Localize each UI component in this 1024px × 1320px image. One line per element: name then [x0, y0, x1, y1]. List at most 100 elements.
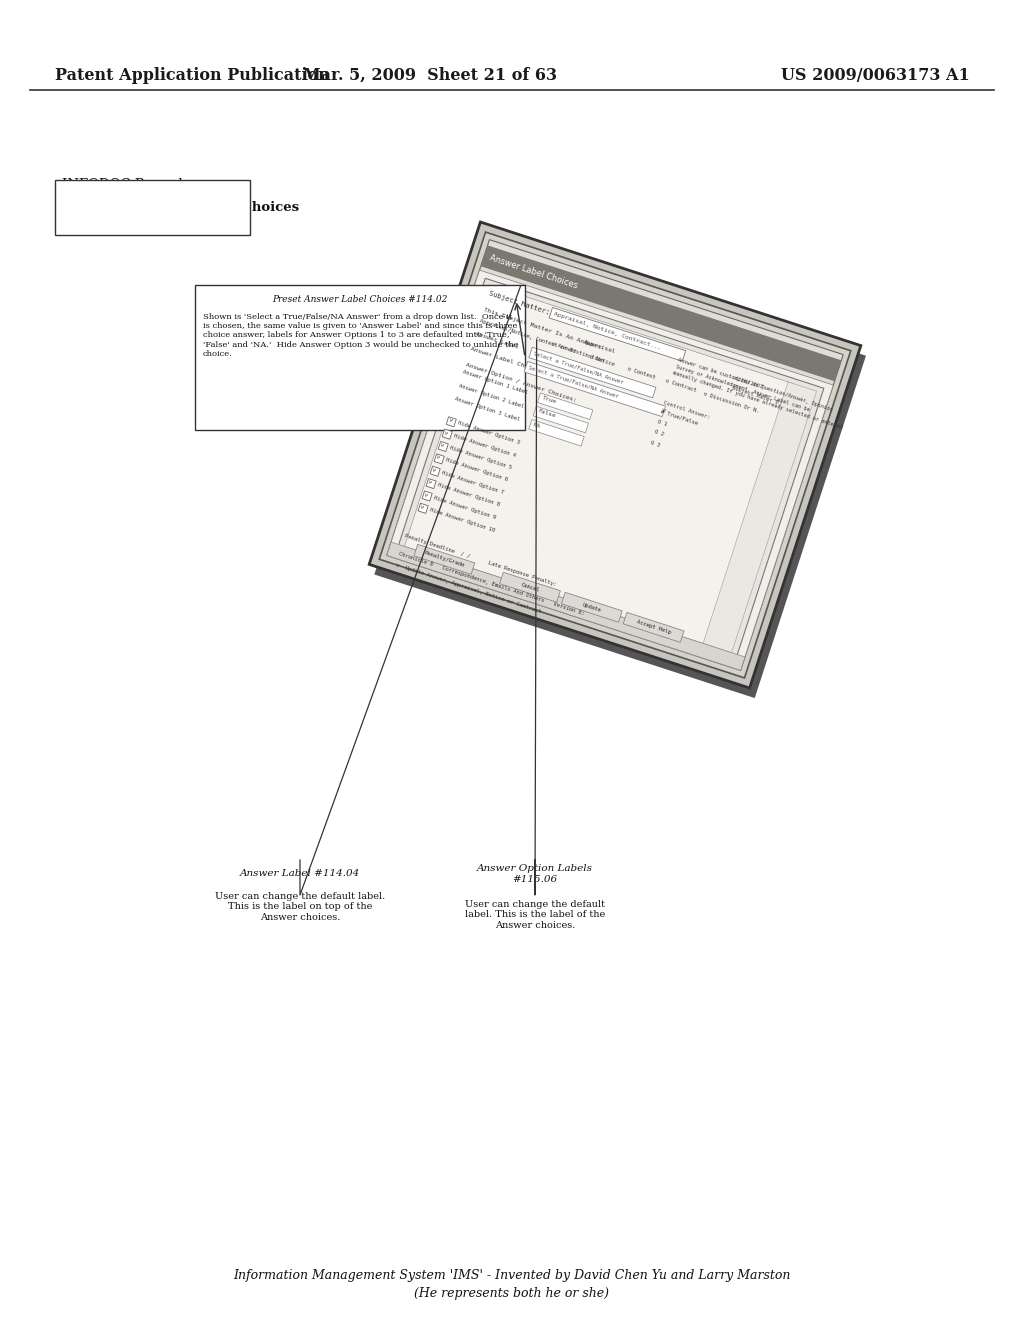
- Text: v: v: [420, 504, 425, 510]
- Text: Answer Option 2 Label: Answer Option 2 Label: [458, 383, 524, 409]
- Polygon shape: [480, 246, 842, 381]
- Polygon shape: [426, 479, 436, 488]
- Polygon shape: [528, 347, 656, 397]
- Text: Answer can be customized as Question/Answer, Opinion: Answer can be customized as Question/Ans…: [677, 358, 833, 412]
- Polygon shape: [414, 544, 475, 574]
- Text: o Contest: o Contest: [627, 366, 656, 380]
- Text: o Answer: o Answer: [551, 342, 577, 354]
- Text: Answer Option Labels
#115.06: Answer Option Labels #115.06: [477, 865, 593, 883]
- Text: o Notice: o Notice: [589, 354, 614, 367]
- Text: NA: NA: [532, 422, 542, 429]
- Text: Answer Label: Answer Label: [475, 331, 519, 350]
- Text: o Contract: o Contract: [665, 379, 697, 393]
- Text: Hide Answer Option 9: Hide Answer Option 9: [433, 495, 497, 520]
- Text: O 1: O 1: [656, 418, 668, 426]
- Polygon shape: [387, 271, 834, 671]
- FancyBboxPatch shape: [55, 180, 250, 235]
- Text: Chronicle 8   Correspondence, Emails And Others   Version 8:: Chronicle 8 Correspondence, Emails And O…: [398, 552, 585, 616]
- Text: Penalty Deadline  / /      Late Response Penalty:: Penalty Deadline / / Late Response Penal…: [403, 533, 557, 587]
- Text: v: v: [432, 467, 436, 473]
- Polygon shape: [422, 491, 432, 502]
- Polygon shape: [500, 573, 560, 602]
- Text: O 2: O 2: [653, 429, 665, 437]
- Text: Answer Label Choices: Answer Label Choices: [488, 253, 579, 290]
- Polygon shape: [624, 612, 684, 643]
- Polygon shape: [375, 232, 866, 698]
- Text: Appraisal: Appraisal: [583, 339, 616, 355]
- Text: v: v: [440, 442, 444, 447]
- Polygon shape: [534, 407, 589, 433]
- Text: Appraisal, Notice, Contract...: Appraisal, Notice, Contract...: [553, 310, 662, 350]
- Text: O 3: O 3: [650, 440, 660, 447]
- Text: v: v: [447, 417, 453, 424]
- Text: Hide Answer Option 6: Hide Answer Option 6: [445, 458, 509, 483]
- Polygon shape: [387, 543, 744, 671]
- Text: Answer Label #114.04: Answer Label #114.04: [240, 870, 360, 879]
- Text: Appraisal/Notice, Contest or Distinction: Appraisal/Notice, Contest or Distinction: [479, 318, 604, 363]
- Text: Patent Application Publication: Patent Application Publication: [55, 66, 330, 83]
- Text: Answer Option 3 Label: Answer Option 3 Label: [454, 396, 520, 422]
- Polygon shape: [397, 279, 824, 660]
- Text: US 2009/0063173 A1: US 2009/0063173 A1: [781, 66, 970, 83]
- Text: Hide Answer Option 4: Hide Answer Option 4: [454, 433, 517, 458]
- Text: Preset Answer Label Choices #114.02: Preset Answer Label Choices #114.02: [272, 294, 447, 304]
- Text: Hide Answer Option 10: Hide Answer Option 10: [429, 507, 496, 533]
- FancyBboxPatch shape: [195, 285, 525, 430]
- Text: manually changed. If you have already selected or entered: manually changed. If you have already se…: [673, 371, 844, 430]
- Text: Penalty/Grade: Penalty/Grade: [424, 550, 465, 569]
- Text: Information Management System 'IMS' - Invented by David Chen Yu and Larry Marsto: Information Management System 'IMS' - In…: [233, 1269, 791, 1282]
- Text: Update: Update: [582, 602, 602, 612]
- Text: v: v: [428, 479, 432, 484]
- Text: False: False: [537, 409, 556, 420]
- Text: Subject Mater 8:: Subject Mater 8:: [731, 385, 781, 407]
- Text: True: True: [542, 395, 557, 405]
- Polygon shape: [379, 232, 851, 678]
- Text: Accept Help: Accept Help: [636, 619, 672, 635]
- Text: (He represents both he or she): (He represents both he or she): [415, 1287, 609, 1299]
- Text: v: v: [444, 430, 449, 436]
- Polygon shape: [703, 381, 816, 652]
- Text: Figure #114: Figure #114: [62, 219, 154, 231]
- Polygon shape: [387, 240, 843, 671]
- Polygon shape: [418, 503, 428, 513]
- Text: INFODOC Record: INFODOC Record: [62, 178, 182, 191]
- Text: Answer Label Choices:: Answer Label Choices:: [470, 346, 547, 375]
- Text: Survey or Acknowledgment. Answer Label can be: Survey or Acknowledgment. Answer Label c…: [675, 364, 810, 412]
- Text: Control Answer:: Control Answer:: [663, 400, 711, 420]
- Text: v  Update Answer, Appraisal, Notice or Contract: v Update Answer, Appraisal, Notice or Co…: [394, 562, 542, 614]
- Text: Setup the Answer Label Choices: Setup the Answer Label Choices: [62, 202, 299, 214]
- Text: Subject Matter:: Subject Matter:: [487, 290, 551, 315]
- Polygon shape: [404, 285, 794, 645]
- Text: Answer Option / Answer Choices:: Answer Option / Answer Choices:: [465, 362, 577, 403]
- Text: Mar. 5, 2009  Sheet 21 of 63: Mar. 5, 2009 Sheet 21 of 63: [303, 66, 557, 83]
- Text: Select a True/False/NA Answer: Select a True/False/NA Answer: [528, 364, 620, 399]
- Text: Shown is 'Select a True/False/NA Answer' from a drop down list.  Once it
is chos: Shown is 'Select a True/False/NA Answer'…: [203, 313, 518, 358]
- Polygon shape: [561, 593, 623, 622]
- Text: Answer Option 1 Label: Answer Option 1 Label: [463, 370, 528, 396]
- Polygon shape: [438, 441, 449, 451]
- Text: Hide Answer Option 7: Hide Answer Option 7: [441, 470, 505, 495]
- Polygon shape: [524, 362, 666, 417]
- Polygon shape: [370, 222, 861, 688]
- Text: Select a True/False/NA Answer: Select a True/False/NA Answer: [532, 351, 624, 384]
- Polygon shape: [446, 417, 457, 426]
- Text: # True/False: # True/False: [660, 409, 698, 425]
- Text: v: v: [424, 491, 428, 498]
- Text: Hide Answer Option 8: Hide Answer Option 8: [437, 482, 501, 507]
- Polygon shape: [549, 308, 686, 362]
- Text: Cancel: Cancel: [520, 582, 540, 593]
- Polygon shape: [434, 454, 444, 463]
- Text: 1/06/2007: 1/06/2007: [734, 376, 763, 389]
- Text: This Subject Matter Is An Answer:: This Subject Matter Is An Answer:: [483, 306, 602, 350]
- Text: Hide Answer Option 3: Hide Answer Option 3: [458, 421, 521, 445]
- Polygon shape: [442, 429, 453, 440]
- Text: User can change the default
label. This is the label of the
Answer choices.: User can change the default label. This …: [465, 900, 605, 929]
- Text: o Discussion Or N.: o Discussion Or N.: [702, 391, 760, 413]
- Polygon shape: [538, 393, 593, 420]
- Text: User can change the default label.
This is the label on top of the
Answer choice: User can change the default label. This …: [215, 892, 385, 921]
- Polygon shape: [430, 466, 440, 477]
- Polygon shape: [528, 420, 584, 446]
- Text: v: v: [436, 454, 440, 461]
- Text: Hide Answer Option 5: Hide Answer Option 5: [450, 445, 513, 470]
- Text: v: v: [660, 407, 667, 414]
